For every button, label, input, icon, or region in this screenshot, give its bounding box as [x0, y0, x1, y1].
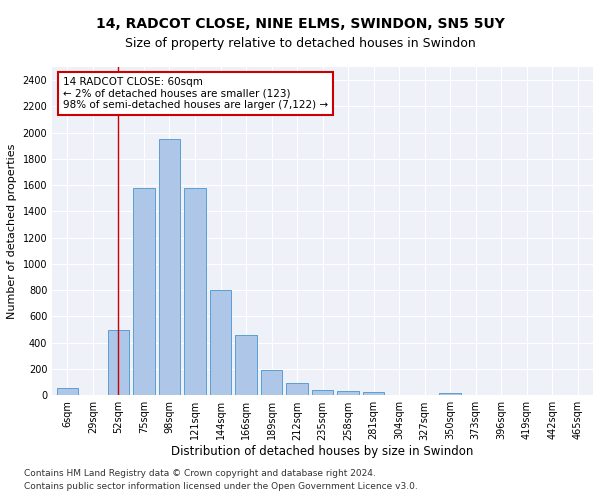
Bar: [56, 388, 78, 396]
Bar: [184, 188, 206, 396]
Bar: [107, 330, 129, 396]
Bar: [158, 139, 181, 396]
Bar: [363, 392, 385, 396]
Text: Contains HM Land Registry data © Crown copyright and database right 2024.: Contains HM Land Registry data © Crown c…: [24, 468, 376, 477]
Bar: [439, 392, 461, 396]
Bar: [133, 188, 155, 396]
Bar: [286, 384, 308, 396]
Bar: [209, 290, 232, 396]
Bar: [312, 390, 334, 396]
Text: Size of property relative to detached houses in Swindon: Size of property relative to detached ho…: [125, 38, 475, 51]
Text: 14 RADCOT CLOSE: 60sqm
← 2% of detached houses are smaller (123)
98% of semi-det: 14 RADCOT CLOSE: 60sqm ← 2% of detached …: [63, 77, 328, 110]
X-axis label: Distribution of detached houses by size in Swindon: Distribution of detached houses by size …: [172, 445, 474, 458]
Text: 14, RADCOT CLOSE, NINE ELMS, SWINDON, SN5 5UY: 14, RADCOT CLOSE, NINE ELMS, SWINDON, SN…: [95, 18, 505, 32]
Bar: [337, 392, 359, 396]
Bar: [235, 335, 257, 396]
Bar: [261, 370, 283, 396]
Text: Contains public sector information licensed under the Open Government Licence v3: Contains public sector information licen…: [24, 482, 418, 491]
Y-axis label: Number of detached properties: Number of detached properties: [7, 144, 17, 319]
